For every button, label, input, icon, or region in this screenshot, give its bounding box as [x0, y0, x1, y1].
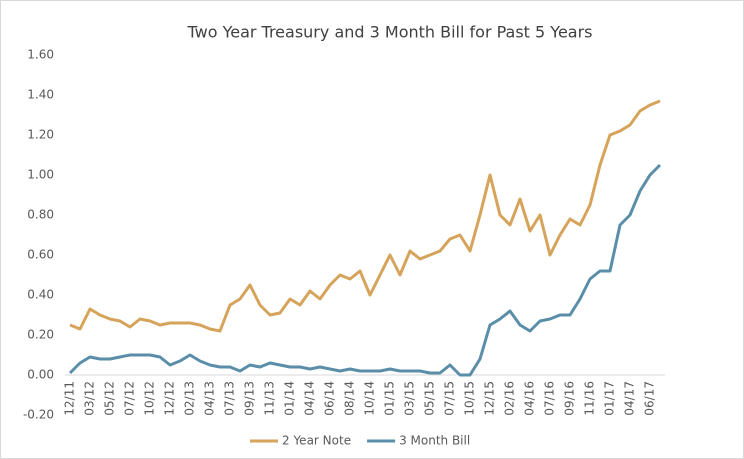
x-tick-label: 10/15	[463, 381, 477, 416]
x-tick-label: 04/16	[523, 381, 537, 416]
series-line	[69, 99, 661, 333]
y-tick-label: 1.20	[27, 128, 54, 142]
x-tick-label: 08/14	[343, 381, 357, 416]
x-tick-label: 07/16	[543, 381, 557, 416]
y-tick-label: 0.00	[27, 368, 54, 382]
y-tick-label: 0.60	[27, 248, 54, 262]
x-tick-label: 06/17	[643, 381, 657, 416]
x-tick-label: 07/12	[123, 381, 137, 416]
x-tick-label: 12/11	[63, 381, 77, 416]
x-tick-label: 05/15	[423, 381, 437, 416]
y-tick-label: -0.20	[23, 408, 54, 422]
x-tick-label: 09/16	[563, 381, 577, 416]
x-tick-label: 12/12	[163, 381, 177, 416]
x-tick-label: 10/14	[363, 381, 377, 416]
y-tick-label: 1.60	[27, 48, 54, 62]
x-tick-label: 11/16	[583, 381, 597, 416]
legend-label: 2 Year Note	[282, 434, 351, 448]
legend-label: 3 Month Bill	[399, 434, 470, 448]
x-tick-label: 04/14	[303, 381, 317, 416]
series-line	[68, 163, 662, 377]
x-tick-label: 02/16	[503, 381, 517, 416]
x-tick-label: 03/12	[83, 381, 97, 416]
x-tick-label: 07/15	[443, 381, 457, 416]
x-tick-label: 09/13	[243, 381, 257, 416]
x-tick-label: 01/17	[603, 381, 617, 416]
x-tick-label: 12/15	[483, 381, 497, 416]
y-tick-label: 1.40	[27, 88, 54, 102]
y-tick-label: 0.40	[27, 288, 54, 302]
chart-title: Two Year Treasury and 3 Month Bill for P…	[186, 23, 592, 42]
x-tick-label: 10/12	[143, 381, 157, 416]
x-tick-label: 01/15	[383, 381, 397, 416]
x-tick-label: 03/15	[403, 381, 417, 416]
x-tick-label: 11/13	[263, 381, 277, 416]
y-tick-label: 0.20	[27, 328, 54, 342]
x-tick-label: 02/13	[183, 381, 197, 416]
y-tick-label: 0.80	[27, 208, 54, 222]
x-tick-label: 05/12	[103, 381, 117, 416]
x-tick-label: 06/14	[323, 381, 337, 416]
x-tick-label: 07/13	[223, 381, 237, 416]
x-tick-label: 04/13	[203, 381, 217, 416]
x-tick-label: 01/14	[283, 381, 297, 416]
x-tick-label: 04/17	[623, 381, 637, 416]
y-tick-label: 1.00	[27, 168, 54, 182]
